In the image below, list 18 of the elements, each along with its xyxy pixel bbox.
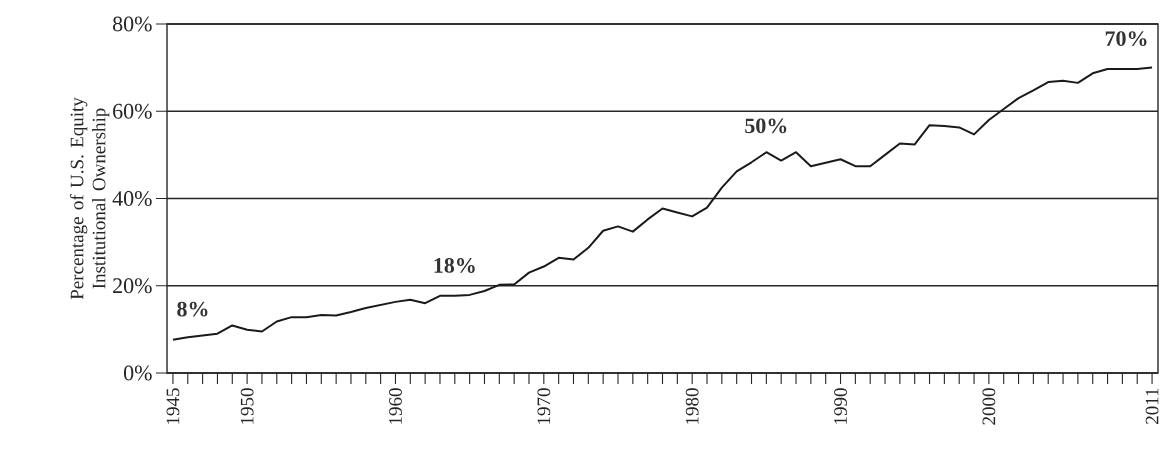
y-axis-title: Percentage of U.S. Equity Institutional Ownership <box>69 97 110 300</box>
x-tick-label: 1970 <box>537 388 551 424</box>
y-tick-label: 40% <box>112 191 152 206</box>
x-tick-label: 1980 <box>685 388 699 424</box>
x-tick-label: 1945 <box>166 388 180 424</box>
annotation: 18% <box>434 258 475 273</box>
x-tick-label: 2000 <box>982 388 996 425</box>
y-tick-label: 60% <box>113 103 152 119</box>
y-tick-label: 0% <box>123 365 152 381</box>
annotation: 8% <box>177 301 208 317</box>
y-tick-label: 20% <box>113 278 152 294</box>
x-tick-label: 1960 <box>389 388 402 424</box>
y-tick-label: 80% <box>112 16 152 32</box>
annotation: 50% <box>745 118 787 134</box>
x-tick-label: 2011 <box>1145 388 1159 424</box>
x-tick-label: 1990 <box>834 388 847 424</box>
x-tick-label: 1950 <box>240 388 254 424</box>
annotation: 70% <box>1105 31 1147 47</box>
